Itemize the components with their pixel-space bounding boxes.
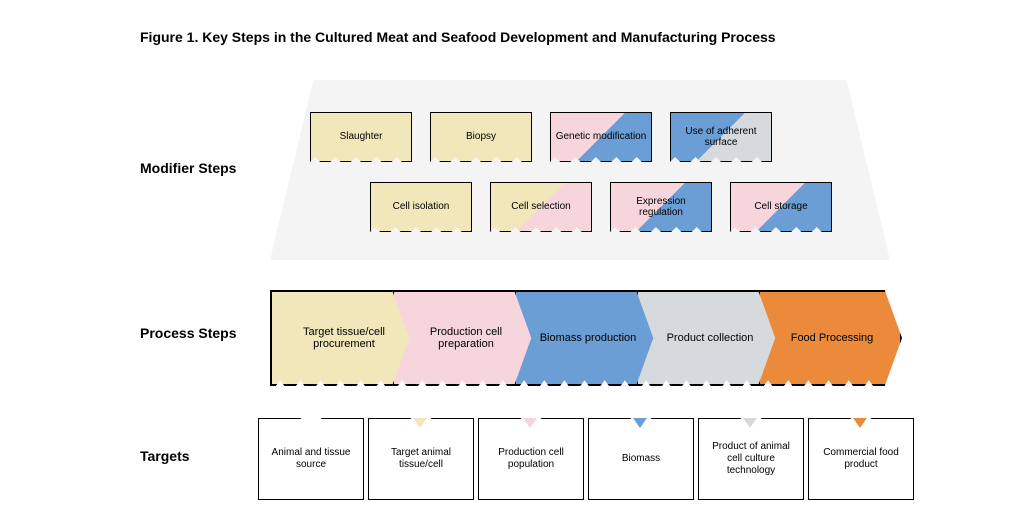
process-step-label: Biomass production — [518, 332, 655, 344]
process-step-label: Production cell preparation — [394, 326, 534, 350]
target-box: Production cell population — [478, 418, 584, 500]
modifier-tile: Genetic modification — [550, 112, 652, 162]
figure-title: Figure 1. Key Steps in the Cultured Meat… — [140, 28, 890, 47]
target-box-label: Commercial food product — [809, 441, 913, 477]
target-box-label: Product of animal cell culture technolog… — [699, 435, 803, 483]
modifier-tile-label: Cell selection — [507, 199, 574, 215]
modifier-tile-label: Cell isolation — [389, 199, 454, 215]
target-box-label: Biomass — [616, 447, 666, 471]
modifier-tile: Cell selection — [490, 182, 592, 232]
modifier-tile-label: Biopsy — [462, 129, 500, 145]
target-box-label: Production cell population — [479, 441, 583, 477]
target-box-label: Target animal tissue/cell — [369, 441, 473, 477]
modifier-tile: Biopsy — [430, 112, 532, 162]
row-label-targets: Targets — [140, 448, 190, 464]
modifier-tile: Use of adherent surface — [670, 112, 772, 162]
target-box: Product of animal cell culture technolog… — [698, 418, 804, 500]
process-step: Food Processing — [758, 290, 902, 386]
row-label-process: Process Steps — [140, 325, 237, 341]
process-step: Target tissue/cell procurement — [270, 290, 414, 386]
modifier-tile-label: Cell storage — [750, 199, 811, 215]
modifier-tile-label: Expression regulation — [611, 194, 711, 221]
modifier-tile-label: Use of adherent surface — [671, 124, 771, 151]
modifier-tile-label: Slaughter — [336, 129, 387, 145]
target-box: Animal and tissue source — [258, 418, 364, 500]
modifier-tile: Cell storage — [730, 182, 832, 232]
modifier-backdrop — [270, 80, 890, 260]
modifier-tile: Slaughter — [310, 112, 412, 162]
process-step: Biomass production — [514, 290, 658, 386]
target-box: Biomass — [588, 418, 694, 500]
process-step-label: Target tissue/cell procurement — [272, 326, 412, 350]
target-box-label: Animal and tissue source — [259, 441, 363, 477]
modifier-tile: Expression regulation — [610, 182, 712, 232]
figure-canvas: Figure 1. Key Steps in the Cultured Meat… — [0, 0, 1024, 522]
row-label-modifier: Modifier Steps — [140, 160, 236, 176]
target-box: Commercial food product — [808, 418, 914, 500]
process-step: Production cell preparation — [392, 290, 536, 386]
process-step: Product collection — [636, 290, 780, 386]
target-box: Target animal tissue/cell — [368, 418, 474, 500]
modifier-tile-label: Genetic modification — [552, 129, 651, 145]
modifier-tile: Cell isolation — [370, 182, 472, 232]
process-step-label: Food Processing — [769, 332, 892, 344]
process-step-label: Product collection — [645, 332, 772, 344]
